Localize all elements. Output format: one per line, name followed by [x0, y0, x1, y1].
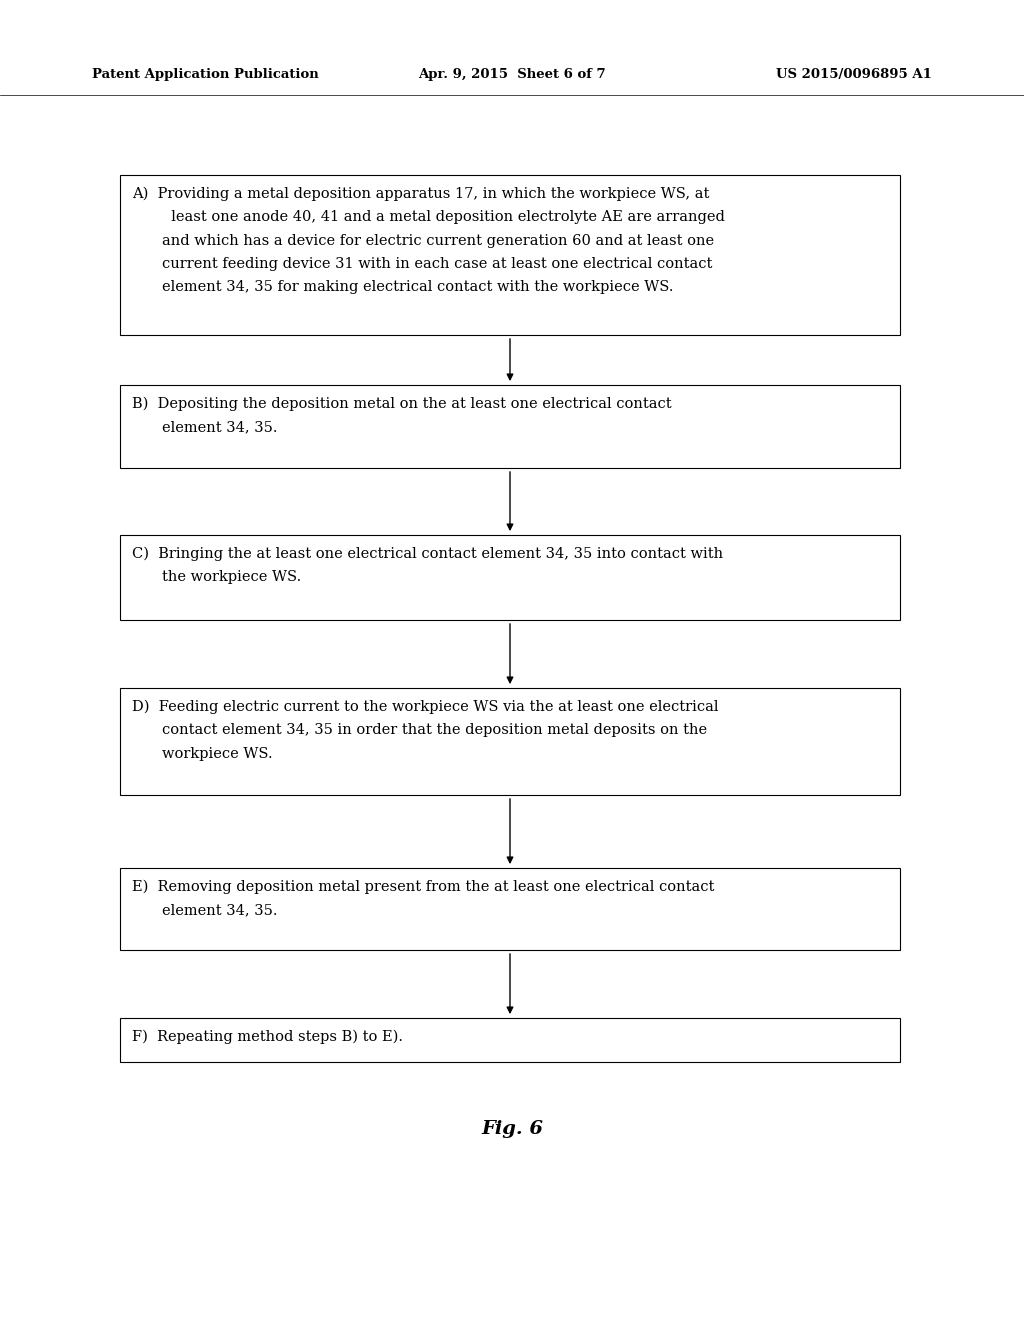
Bar	[120, 535, 900, 620]
Text: C)  Bringing the at least one electrical contact element 34, 35 into contact wit: C) Bringing the at least one electrical …	[132, 546, 723, 561]
Text: E)  Removing deposition metal present from the at least one electrical contact: E) Removing deposition metal present fro…	[132, 880, 715, 895]
Text: element 34, 35.: element 34, 35.	[162, 420, 278, 434]
Text: the workpiece WS.: the workpiece WS.	[162, 570, 301, 585]
Bar	[120, 688, 900, 795]
Text: Apr. 9, 2015  Sheet 6 of 7: Apr. 9, 2015 Sheet 6 of 7	[418, 69, 606, 81]
Bar	[120, 176, 900, 335]
Text: contact element 34, 35 in order that the deposition metal deposits on the: contact element 34, 35 in order that the…	[162, 723, 708, 738]
Text: workpiece WS.: workpiece WS.	[162, 747, 272, 760]
Text: A)  Providing a metal deposition apparatus 17, in which the workpiece WS, at: A) Providing a metal deposition apparatu…	[132, 187, 710, 202]
Text: element 34, 35 for making electrical contact with the workpiece WS.: element 34, 35 for making electrical con…	[162, 280, 674, 294]
Bar	[120, 1018, 900, 1063]
Text: D)  Feeding electric current to the workpiece WS via the at least one electrical: D) Feeding electric current to the workp…	[132, 700, 719, 714]
Text: Fig. 6: Fig. 6	[481, 1119, 543, 1138]
Text: element 34, 35.: element 34, 35.	[162, 903, 278, 917]
Text: and which has a device for electric current generation 60 and at least one: and which has a device for electric curr…	[162, 234, 714, 248]
Text: US 2015/0096895 A1: US 2015/0096895 A1	[776, 69, 932, 81]
Text: F)  Repeating method steps B) to E).: F) Repeating method steps B) to E).	[132, 1030, 403, 1044]
Text: B)  Depositing the deposition metal on the at least one electrical contact: B) Depositing the deposition metal on th…	[132, 397, 672, 412]
Bar	[120, 869, 900, 950]
Text: current feeding device 31 with in each case at least one electrical contact: current feeding device 31 with in each c…	[162, 257, 713, 271]
Text: least one anode 40, 41 and a metal deposition electrolyte AE are arranged: least one anode 40, 41 and a metal depos…	[162, 210, 725, 224]
Bar	[120, 385, 900, 469]
Text: Patent Application Publication: Patent Application Publication	[92, 69, 318, 81]
